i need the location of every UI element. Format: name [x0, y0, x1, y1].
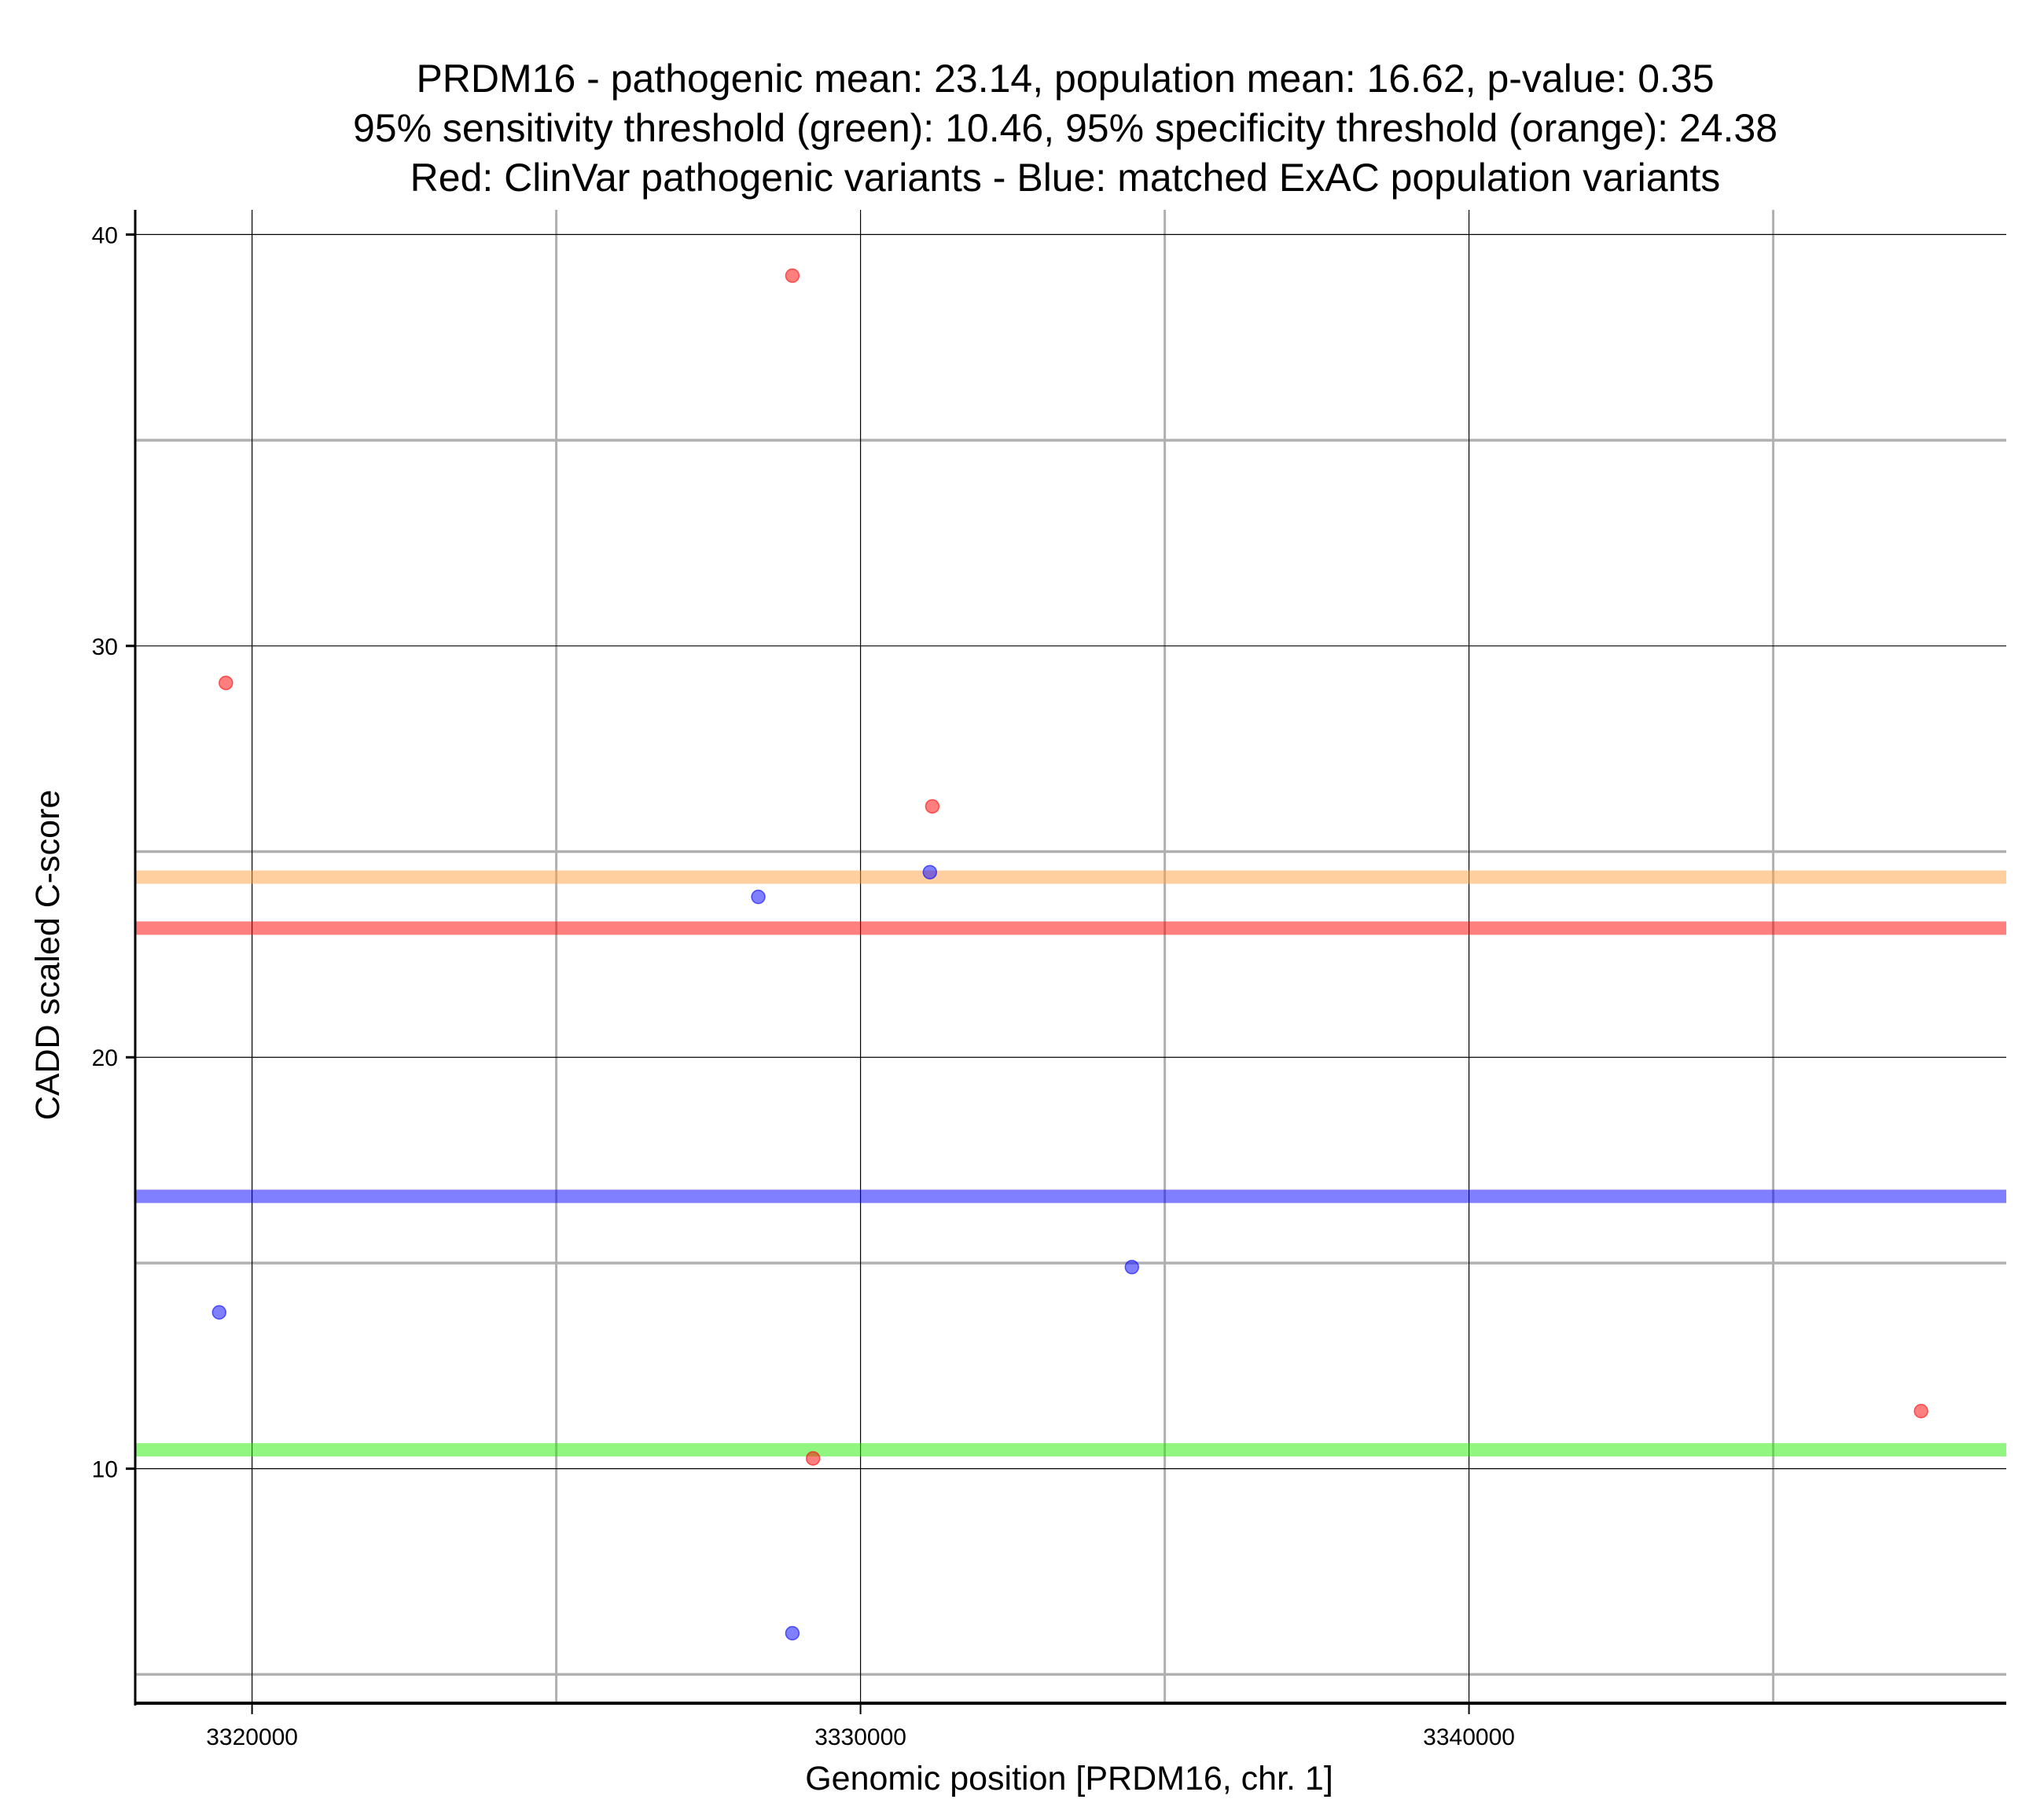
data-point	[805, 1451, 821, 1466]
x-tick-label: 3330000	[814, 1724, 906, 1750]
chart-title-line-2: 95% sensitivity threshold (green): 10.46…	[353, 106, 1777, 150]
data-point	[1913, 1404, 1928, 1419]
x-tick-label: 3340000	[1423, 1724, 1515, 1750]
y-axis-label: CADD scaled C-score	[29, 790, 67, 1121]
data-point	[1124, 1259, 1140, 1275]
threshold-lines	[135, 870, 2006, 1457]
chart-title-line-3: Red: ClinVar pathogenic variants - Blue:…	[410, 156, 1721, 200]
chart-title-line-1: PRDM16 - pathogenic mean: 23.14, populat…	[416, 57, 1714, 101]
data-point	[219, 675, 233, 691]
y-tick-label: 40	[92, 222, 118, 248]
axes: 10 20 30 40 3320000 3330000 3340000	[92, 210, 2006, 1750]
y-tick-label: 30	[92, 634, 118, 660]
data-point	[211, 1305, 227, 1320]
y-tick-label: 20	[92, 1045, 118, 1071]
data-point	[922, 865, 938, 879]
x-tick-label: 3320000	[206, 1724, 298, 1750]
grid	[135, 210, 2006, 1703]
data-point	[785, 1625, 800, 1641]
data-points	[211, 268, 1928, 1641]
data-point	[751, 889, 766, 905]
data-point	[925, 799, 940, 814]
y-tick-label: 10	[92, 1457, 118, 1483]
x-axis-label: Genomic position [PRDM16, chr. 1]	[805, 1760, 1333, 1797]
data-point	[785, 268, 800, 283]
